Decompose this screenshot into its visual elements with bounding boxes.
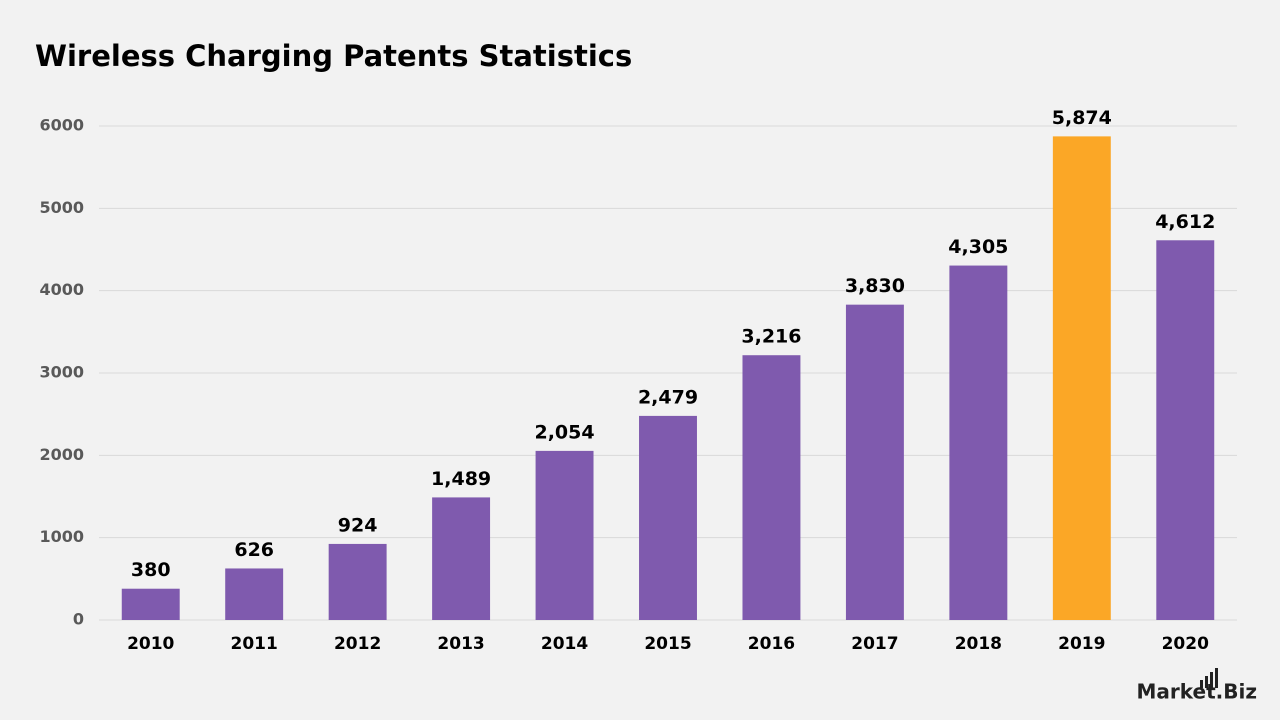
value-label: 5,874 bbox=[1052, 107, 1112, 129]
bar bbox=[225, 568, 283, 620]
y-tick-label: 2000 bbox=[39, 445, 84, 464]
y-tick-label: 4000 bbox=[39, 280, 84, 299]
bar bbox=[122, 589, 180, 620]
x-tick-label: 2016 bbox=[748, 634, 795, 654]
x-tick-label: 2012 bbox=[334, 634, 381, 654]
x-tick-label: 2013 bbox=[437, 634, 484, 654]
bar bbox=[1053, 136, 1111, 620]
y-tick-label: 3000 bbox=[39, 363, 84, 382]
x-tick-label: 2020 bbox=[1162, 634, 1209, 654]
value-label: 1,489 bbox=[431, 468, 491, 490]
bar bbox=[1156, 240, 1214, 620]
value-label: 4,305 bbox=[948, 236, 1008, 258]
y-tick-label: 1000 bbox=[39, 527, 84, 546]
value-label: 4,612 bbox=[1155, 211, 1215, 233]
value-label: 380 bbox=[131, 559, 171, 581]
x-tick-label: 2011 bbox=[231, 634, 278, 654]
logo: Market.Biz bbox=[1137, 680, 1258, 704]
value-label: 3,830 bbox=[845, 275, 905, 297]
x-tick-label: 2017 bbox=[851, 634, 898, 654]
x-tick-label: 2019 bbox=[1058, 634, 1105, 654]
value-label: 924 bbox=[338, 514, 378, 536]
value-label: 2,054 bbox=[534, 421, 594, 443]
chart-title: Wireless Charging Patents Statistics bbox=[35, 39, 632, 73]
bar bbox=[639, 416, 697, 620]
value-label: 2,479 bbox=[638, 386, 698, 408]
bar bbox=[329, 544, 387, 620]
x-tick-label: 2010 bbox=[127, 634, 174, 654]
value-label: 626 bbox=[234, 539, 274, 561]
y-tick-label: 5000 bbox=[39, 198, 84, 217]
x-tick-label: 2018 bbox=[955, 634, 1002, 654]
bar bbox=[846, 305, 904, 620]
x-tick-label: 2015 bbox=[644, 634, 691, 654]
value-label: 3,216 bbox=[741, 326, 801, 348]
bar bbox=[949, 266, 1007, 620]
y-tick-label: 6000 bbox=[39, 116, 84, 135]
x-tick-label: 2014 bbox=[541, 634, 588, 654]
y-tick-label: 0 bbox=[73, 610, 84, 629]
bar bbox=[742, 355, 800, 620]
bar bbox=[536, 451, 594, 620]
bar bbox=[432, 497, 490, 620]
